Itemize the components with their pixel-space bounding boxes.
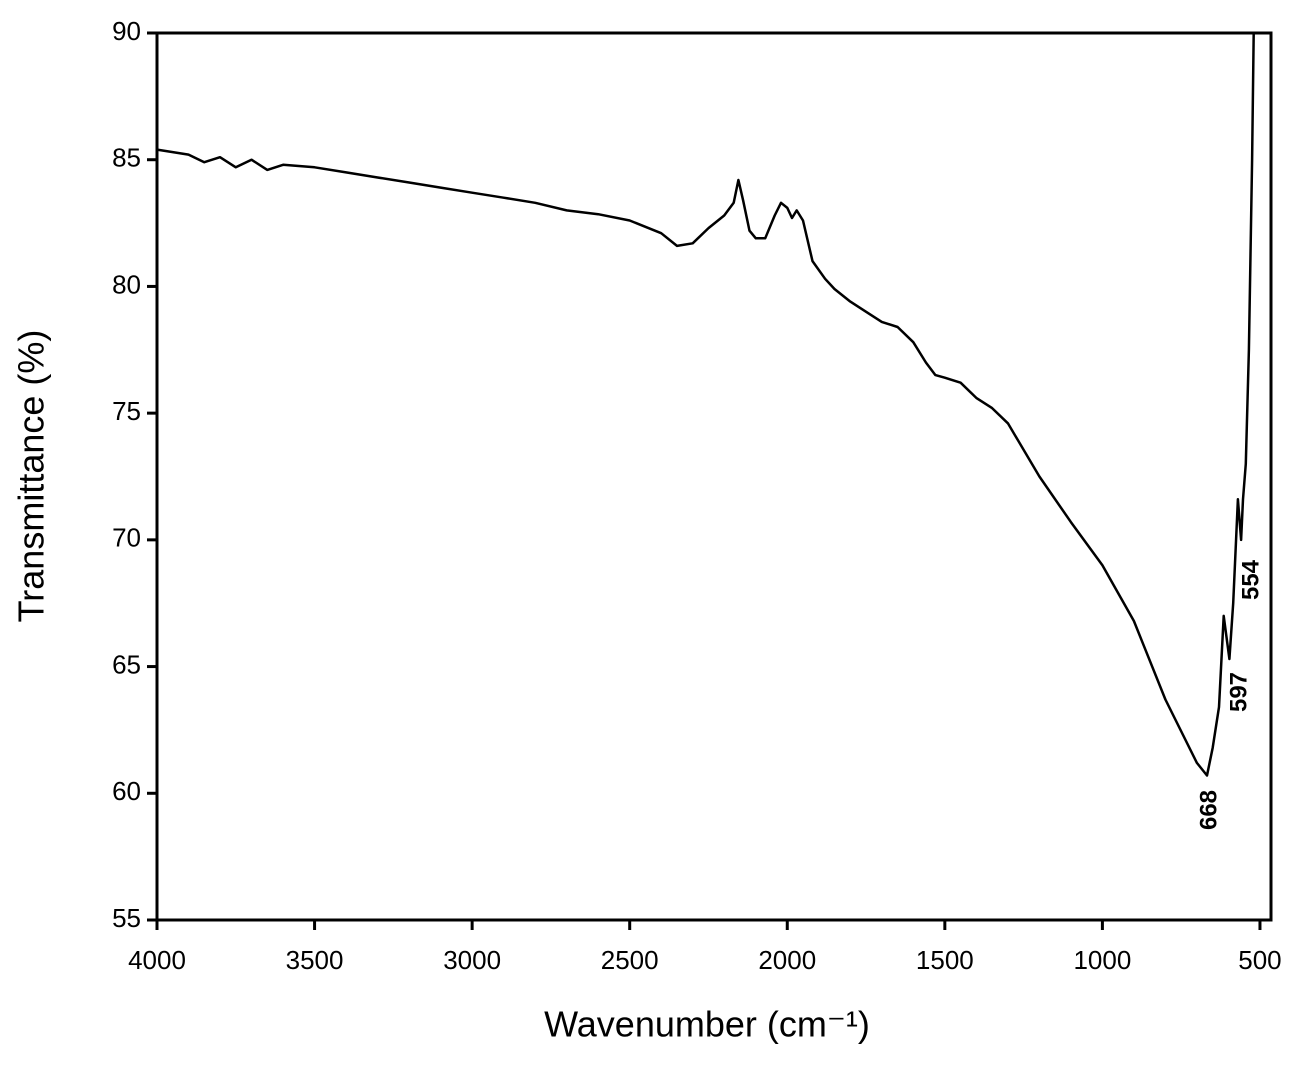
x-tick-label: 1500 <box>916 945 974 975</box>
peak-annotation: 668 <box>1195 790 1222 830</box>
y-axis-label: Transmittance (%) <box>11 330 52 623</box>
x-tick-label: 4000 <box>128 945 186 975</box>
data-line <box>156 32 1255 777</box>
y-tick-label: 90 <box>112 16 141 46</box>
x-tick-label: 1000 <box>1073 945 1131 975</box>
plot-frame <box>155 31 1273 922</box>
x-tick-label: 500 <box>1238 945 1281 975</box>
x-tick-label: 2000 <box>758 945 816 975</box>
y-tick-label: 60 <box>112 776 141 806</box>
x-tick-label: 2500 <box>601 945 659 975</box>
y-tick-label: 55 <box>112 903 141 933</box>
y-tick-label: 80 <box>112 269 141 299</box>
y-tick-label: 85 <box>112 143 141 173</box>
y-tick-label: 65 <box>112 649 141 679</box>
peak-annotation: 554 <box>1237 559 1264 600</box>
peak-annotation: 597 <box>1225 672 1252 712</box>
x-tick-label: 3000 <box>443 945 501 975</box>
x-axis-label: Wavenumber (cm⁻¹) <box>544 1004 870 1045</box>
y-tick-label: 75 <box>112 396 141 426</box>
x-tick-label: 3500 <box>286 945 344 975</box>
y-tick-label: 70 <box>112 523 141 553</box>
